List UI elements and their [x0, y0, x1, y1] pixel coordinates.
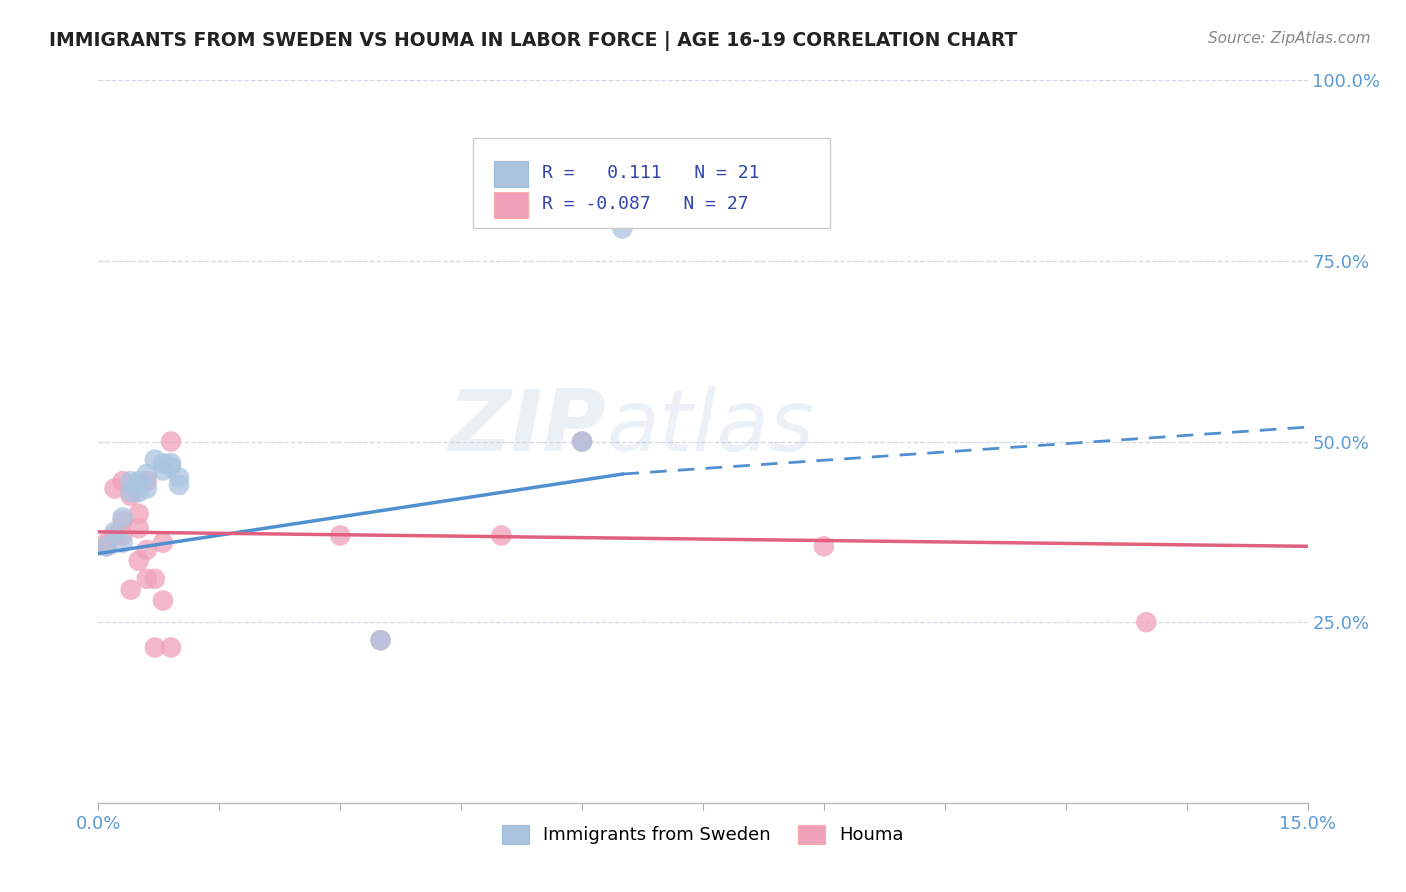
Point [120, 489, 142, 503]
Point [167, 478, 190, 492]
Point [160, 459, 183, 474]
Point [128, 554, 150, 568]
Point [128, 478, 150, 492]
FancyBboxPatch shape [494, 193, 527, 219]
Point [370, 633, 392, 648]
Point [120, 475, 142, 489]
Point [96, 539, 118, 553]
Point [135, 475, 157, 489]
Point [128, 485, 150, 500]
Point [167, 470, 190, 484]
Point [612, 221, 634, 235]
Point [152, 456, 174, 470]
Point [370, 633, 392, 648]
Point [128, 521, 150, 535]
Point [1135, 615, 1157, 630]
Point [111, 510, 134, 524]
Point [96, 539, 118, 553]
Point [491, 528, 513, 542]
Point [135, 542, 157, 557]
Text: IMMIGRANTS FROM SWEDEN VS HOUMA IN LABOR FORCE | AGE 16-19 CORRELATION CHART: IMMIGRANTS FROM SWEDEN VS HOUMA IN LABOR… [49, 31, 1018, 51]
Point [571, 434, 593, 449]
Point [160, 640, 183, 655]
Point [571, 434, 593, 449]
Point [135, 467, 157, 481]
Point [103, 528, 125, 542]
Point [128, 475, 150, 489]
Point [329, 528, 352, 542]
Text: atlas: atlas [606, 385, 814, 468]
Point [152, 463, 174, 477]
FancyBboxPatch shape [494, 161, 527, 187]
Point [135, 482, 157, 496]
Point [111, 514, 134, 528]
Point [120, 485, 142, 500]
Point [111, 528, 134, 542]
Text: R = -0.087   N = 27: R = -0.087 N = 27 [543, 194, 749, 213]
Point [152, 535, 174, 549]
Legend: Immigrants from Sweden, Houma: Immigrants from Sweden, Houma [495, 818, 911, 852]
Point [143, 640, 166, 655]
Point [111, 475, 134, 489]
Point [160, 434, 183, 449]
Point [128, 507, 150, 521]
Text: ZIP: ZIP [449, 385, 606, 468]
Point [143, 452, 166, 467]
Point [152, 593, 174, 607]
Point [813, 539, 835, 553]
Point [96, 535, 118, 549]
Point [143, 572, 166, 586]
Point [120, 582, 142, 597]
Point [111, 535, 134, 549]
Point [160, 456, 183, 470]
FancyBboxPatch shape [474, 138, 830, 228]
Point [103, 482, 125, 496]
Point [135, 572, 157, 586]
Text: R =   0.111   N = 21: R = 0.111 N = 21 [543, 164, 759, 182]
Text: Source: ZipAtlas.com: Source: ZipAtlas.com [1208, 31, 1371, 46]
Point [103, 524, 125, 539]
